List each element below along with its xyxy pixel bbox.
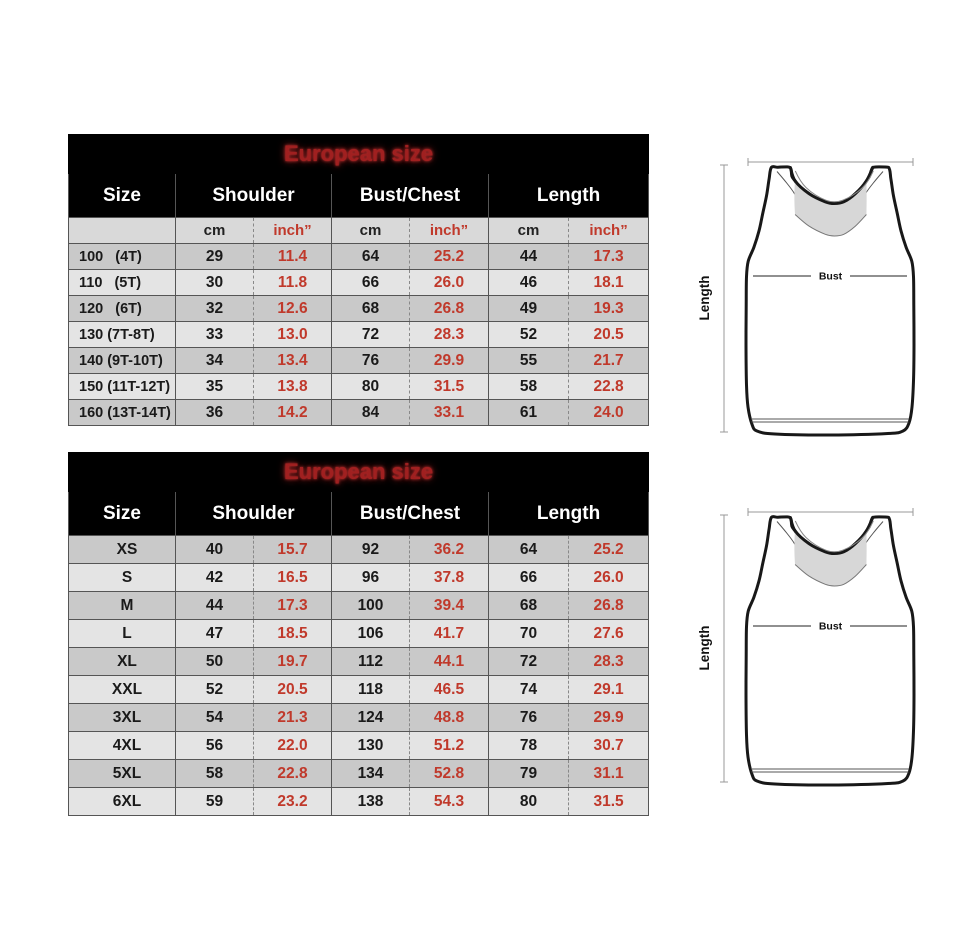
svg-text:Length: Length (697, 276, 712, 321)
svg-text:Length: Length (697, 626, 712, 671)
svg-text:Bust: Bust (819, 271, 843, 283)
svg-text:Bust: Bust (819, 621, 843, 633)
